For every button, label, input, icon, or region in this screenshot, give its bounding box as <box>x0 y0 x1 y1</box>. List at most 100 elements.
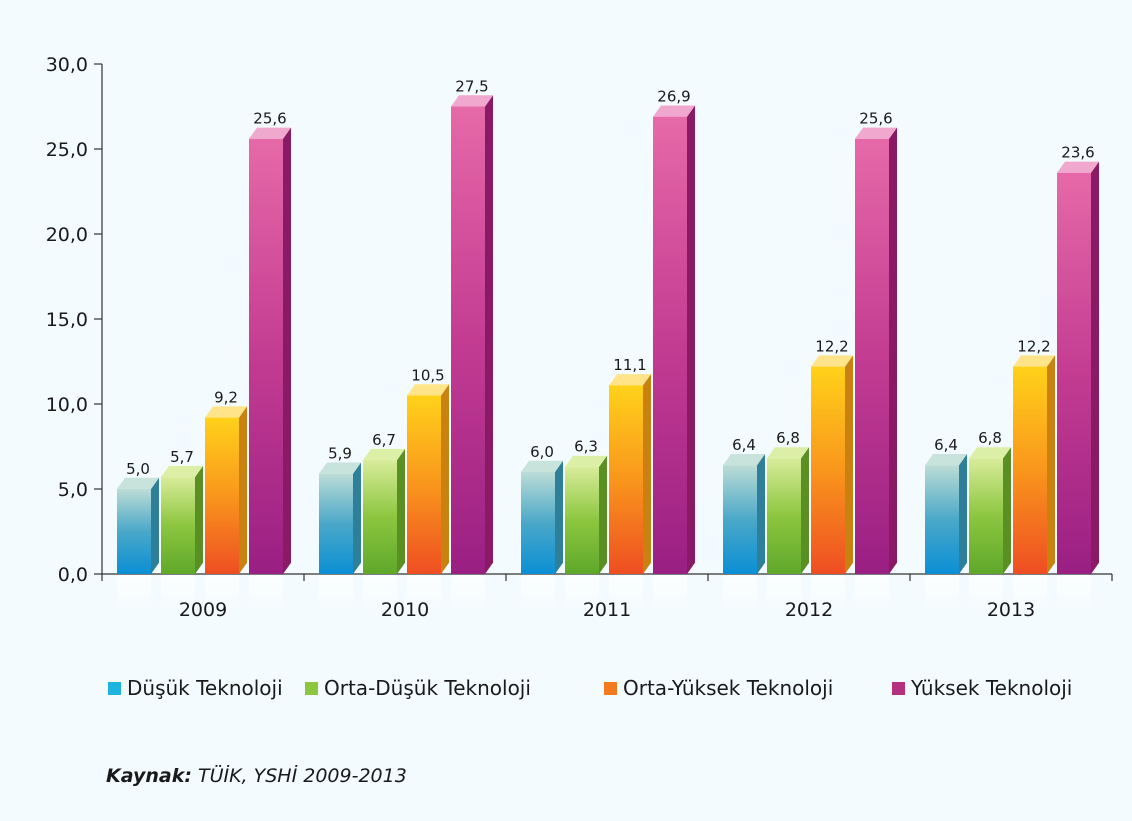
bar <box>723 465 757 574</box>
legend-label-orta-dusuk: Orta-Düşük Teknoloji <box>324 676 531 700</box>
bar-reflection <box>249 575 283 615</box>
bar-value-label: 5,9 <box>328 445 352 463</box>
y-tick-label: 0,0 <box>58 564 88 586</box>
bar-reflection <box>1013 575 1047 615</box>
bar-value-label: 6,4 <box>732 436 756 454</box>
bar-top <box>925 454 967 466</box>
y-tick-label: 20,0 <box>46 224 88 246</box>
bar-side <box>1003 447 1011 574</box>
x-tick-label: 2013 <box>987 599 1035 621</box>
bar <box>161 477 195 574</box>
bar-value-label: 23,6 <box>1061 144 1094 162</box>
bar-side <box>485 95 493 575</box>
legend-swatch-yuksek <box>892 681 905 695</box>
bar-reflection <box>521 575 555 615</box>
bar-side <box>397 448 405 574</box>
bar-side <box>283 127 291 574</box>
bar-side <box>555 460 563 574</box>
bar-reflection <box>1057 575 1091 615</box>
bar-value-label: 6,8 <box>776 429 800 447</box>
legend-swatch-orta-dusuk <box>305 681 318 695</box>
bar-value-label: 6,3 <box>574 438 598 456</box>
bar-top <box>1013 355 1055 367</box>
bar-value-label: 12,2 <box>1017 337 1050 355</box>
bar-reflection <box>407 575 441 615</box>
bar-top <box>1057 161 1099 173</box>
legend-item-yuksek: Yüksek Teknoloji <box>892 676 1072 700</box>
bar-top <box>451 95 493 107</box>
bar-side <box>889 127 897 574</box>
legend-item-orta-yuksek: Orta-Yüksek Teknoloji <box>604 676 833 700</box>
bar-top <box>811 355 853 367</box>
bar-side <box>239 406 247 574</box>
bar <box>319 473 353 574</box>
bar-value-label: 11,1 <box>613 356 646 374</box>
axes: 0,0 5,0 10,0 15,0 20,0 25,0 30,0 <box>46 54 1113 586</box>
bar-reflection <box>855 575 889 615</box>
y-tick-label: 5,0 <box>58 479 88 501</box>
bar-side <box>687 105 695 574</box>
bar-reflection <box>319 575 353 615</box>
bar-top <box>521 460 563 472</box>
bar <box>249 138 283 575</box>
bar-top <box>767 447 809 459</box>
legend-item-orta-dusuk: Orta-Düşük Teknoloji <box>305 676 531 700</box>
bar-value-label: 9,2 <box>214 388 238 406</box>
legend-label-yuksek: Yüksek Teknoloji <box>911 676 1073 700</box>
bar-side <box>195 465 203 574</box>
bar-side <box>1091 161 1099 574</box>
bar-top <box>407 384 449 396</box>
bar-value-label: 5,0 <box>126 460 150 478</box>
bar-top <box>609 374 651 386</box>
bar-reflection <box>609 575 643 615</box>
y-tick-label: 15,0 <box>46 309 88 331</box>
bar <box>451 106 485 574</box>
bar <box>205 417 239 574</box>
bar-top <box>319 462 361 474</box>
bar-side <box>1047 355 1055 574</box>
x-tick-label: 2012 <box>785 599 833 621</box>
y-tick-label: 30,0 <box>46 54 88 76</box>
bar <box>363 460 397 574</box>
bar-reflection <box>161 575 195 615</box>
bar <box>1013 366 1047 574</box>
bar-top <box>363 448 405 461</box>
bars <box>117 95 1099 615</box>
x-tick-label: 2010 <box>381 599 429 621</box>
bar-reflection <box>451 575 485 615</box>
bar-side <box>643 374 651 574</box>
legend: Düşük Teknoloji Orta-Düşük Teknoloji Ort… <box>108 676 1128 706</box>
bar <box>565 466 599 574</box>
bar-top <box>161 465 203 478</box>
bar-reflection <box>723 575 757 615</box>
bar <box>811 366 845 574</box>
bar-reflection <box>811 575 845 615</box>
source-label: Kaynak: <box>106 765 192 787</box>
bar-value-label: 27,5 <box>455 77 488 95</box>
y-tick-label: 10,0 <box>46 394 88 416</box>
x-tick-label: 2009 <box>179 599 227 621</box>
bar <box>609 385 643 574</box>
bar-value-label: 6,7 <box>372 431 396 449</box>
legend-swatch-dusuk <box>108 681 121 695</box>
bar-side <box>845 355 853 574</box>
bar-reflection <box>117 575 151 615</box>
legend-item-dusuk: Düşük Teknoloji <box>108 676 283 700</box>
legend-label-orta-yuksek: Orta-Yüksek Teknoloji <box>623 676 834 700</box>
bar-side <box>801 447 809 574</box>
x-tick-label: 2011 <box>583 599 631 621</box>
bar-side <box>757 454 765 574</box>
bar-top <box>653 105 695 117</box>
bar-side <box>959 454 967 574</box>
bar <box>653 116 687 574</box>
bar-value-label: 26,9 <box>657 88 690 106</box>
legend-swatch-orta-yuksek <box>604 681 617 695</box>
legend-label-dusuk: Düşük Teknoloji <box>127 676 283 700</box>
bar-reflection <box>767 575 801 615</box>
bar-value-label: 12,2 <box>815 337 848 355</box>
bar <box>1057 172 1091 575</box>
bar-side <box>151 477 159 574</box>
bar <box>521 472 555 574</box>
